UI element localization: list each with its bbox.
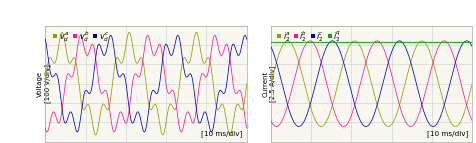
Y-axis label: Current
[2.5 A/div]: Current [2.5 A/div] <box>262 65 276 102</box>
Text: [10 ms/div]: [10 ms/div] <box>426 130 467 137</box>
Legend: $i_2^a$, $i_2^b$, $i_2^c$, $i_2^q$: $i_2^a$, $i_2^b$, $i_2^c$, $i_2^q$ <box>273 25 344 47</box>
Legend: $v_d^a$, $v_d^b$, $v_d^c$: $v_d^a$, $v_d^b$, $v_d^c$ <box>50 25 112 47</box>
Y-axis label: Voltage
[100 V/div]: Voltage [100 V/div] <box>37 64 51 103</box>
Text: [10 ms/div]: [10 ms/div] <box>201 130 242 137</box>
